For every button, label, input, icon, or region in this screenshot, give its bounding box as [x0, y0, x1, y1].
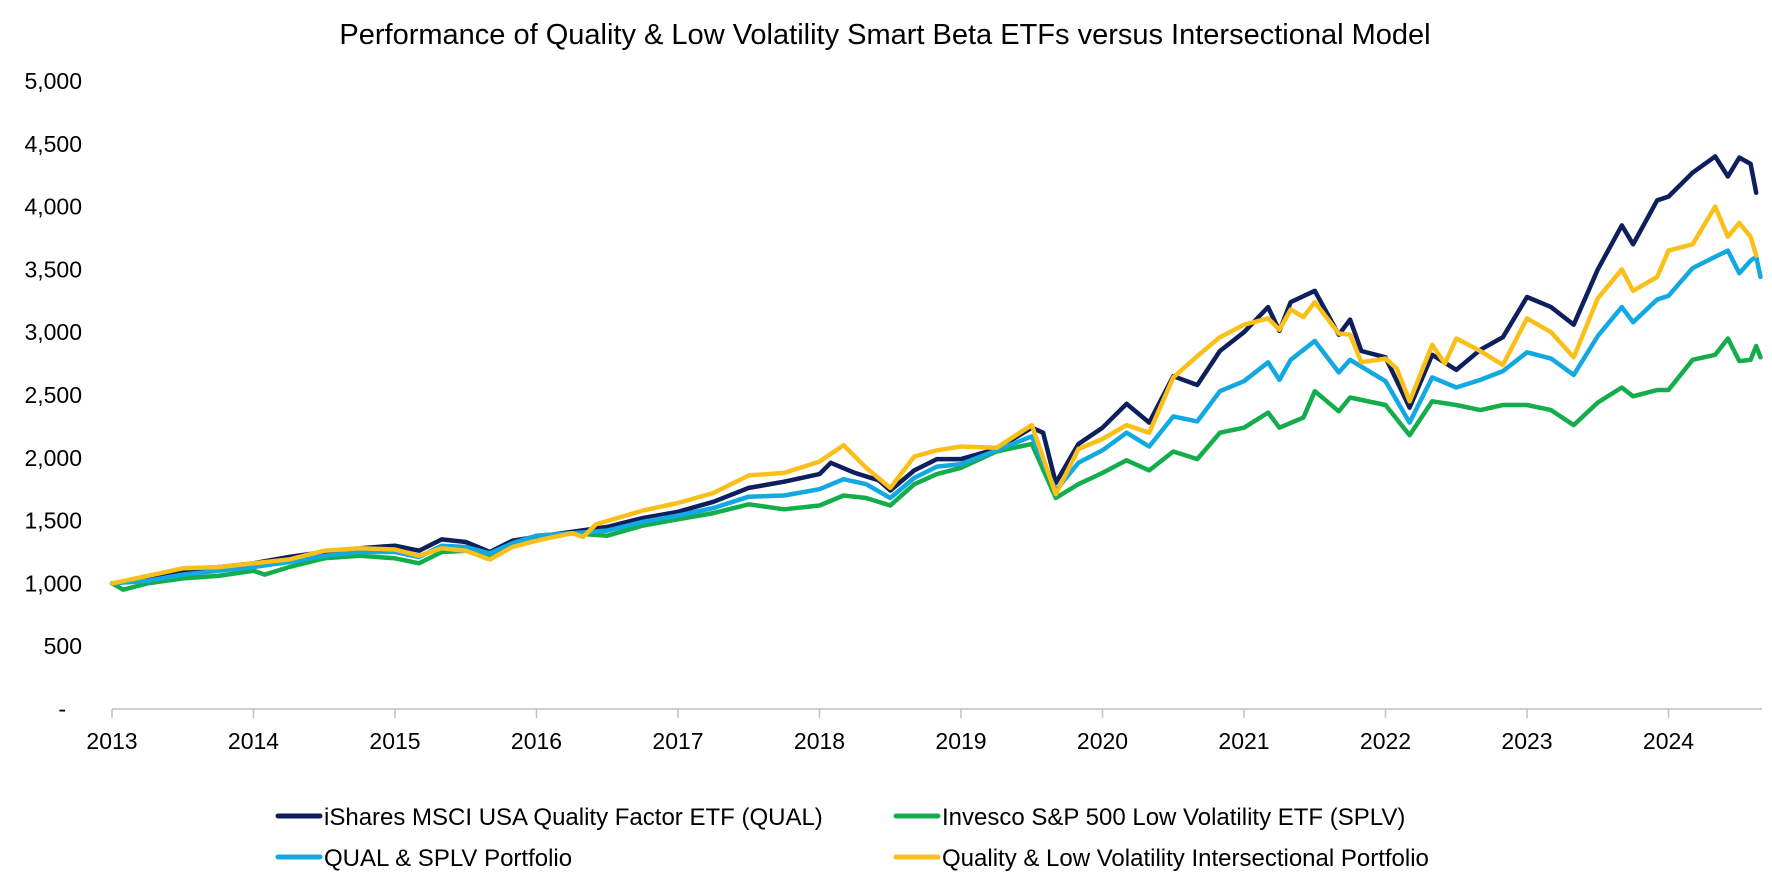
series-line-3 — [109, 248, 1763, 586]
y-tick-label: 2,500 — [24, 382, 82, 408]
y-tick-label: 3,000 — [24, 319, 82, 345]
chart-title: Performance of Quality & Low Volatility … — [339, 19, 1430, 51]
x-tick-label: 2018 — [794, 728, 845, 754]
x-tick-label: 2024 — [1643, 728, 1694, 754]
x-tick-label: 2016 — [511, 728, 562, 754]
legend-label-3: QUAL & SPLV Portfolio — [324, 845, 572, 872]
legend-label-4: Quality & Low Volatility Intersectional … — [942, 845, 1429, 872]
legend-label-1: iShares MSCI USA Quality Factor ETF (QUA… — [324, 804, 823, 831]
x-tick-label: 2017 — [652, 728, 703, 754]
x-tick-label: 2019 — [935, 728, 986, 754]
y-tick-label: 4,000 — [24, 194, 82, 220]
series-line-2 — [109, 336, 1763, 592]
x-tick-label: 2021 — [1218, 728, 1269, 754]
y-tick-label: 4,500 — [24, 131, 82, 157]
x-tick-label: 2023 — [1501, 728, 1552, 754]
y-axis-labels: - 500 1,000 1,500 2,000 2,500 3,000 3,500 4,000 4… — [24, 68, 82, 722]
y-tick-label: 1,000 — [24, 570, 82, 596]
legend: iShares MSCI USA Quality Factor ETF (QUA… — [275, 804, 1429, 872]
x-tick-label: 2013 — [86, 728, 137, 754]
x-axis: 2013 2014 2015 2016 2017 2018 2019 2020 2021 2022… — [86, 709, 1694, 754]
series-lines — [109, 154, 1763, 592]
y-tick-label: 2,000 — [24, 445, 82, 471]
x-tick-label: 2014 — [228, 728, 279, 754]
y-tick-label: 1,500 — [24, 508, 82, 534]
series-line-1 — [109, 154, 1759, 586]
legend-label-2: Invesco S&P 500 Low Volatility ETF (SPLV… — [942, 804, 1405, 831]
y-tick-label: - — [58, 696, 66, 722]
series-line-4 — [109, 204, 1759, 586]
y-tick-label: 5,000 — [24, 68, 82, 94]
x-tick-label: 2022 — [1360, 728, 1411, 754]
x-tick-label: 2015 — [369, 728, 420, 754]
y-tick-label: 500 — [44, 633, 82, 659]
x-tick-label: 2020 — [1077, 728, 1128, 754]
y-tick-label: 3,500 — [24, 256, 82, 282]
